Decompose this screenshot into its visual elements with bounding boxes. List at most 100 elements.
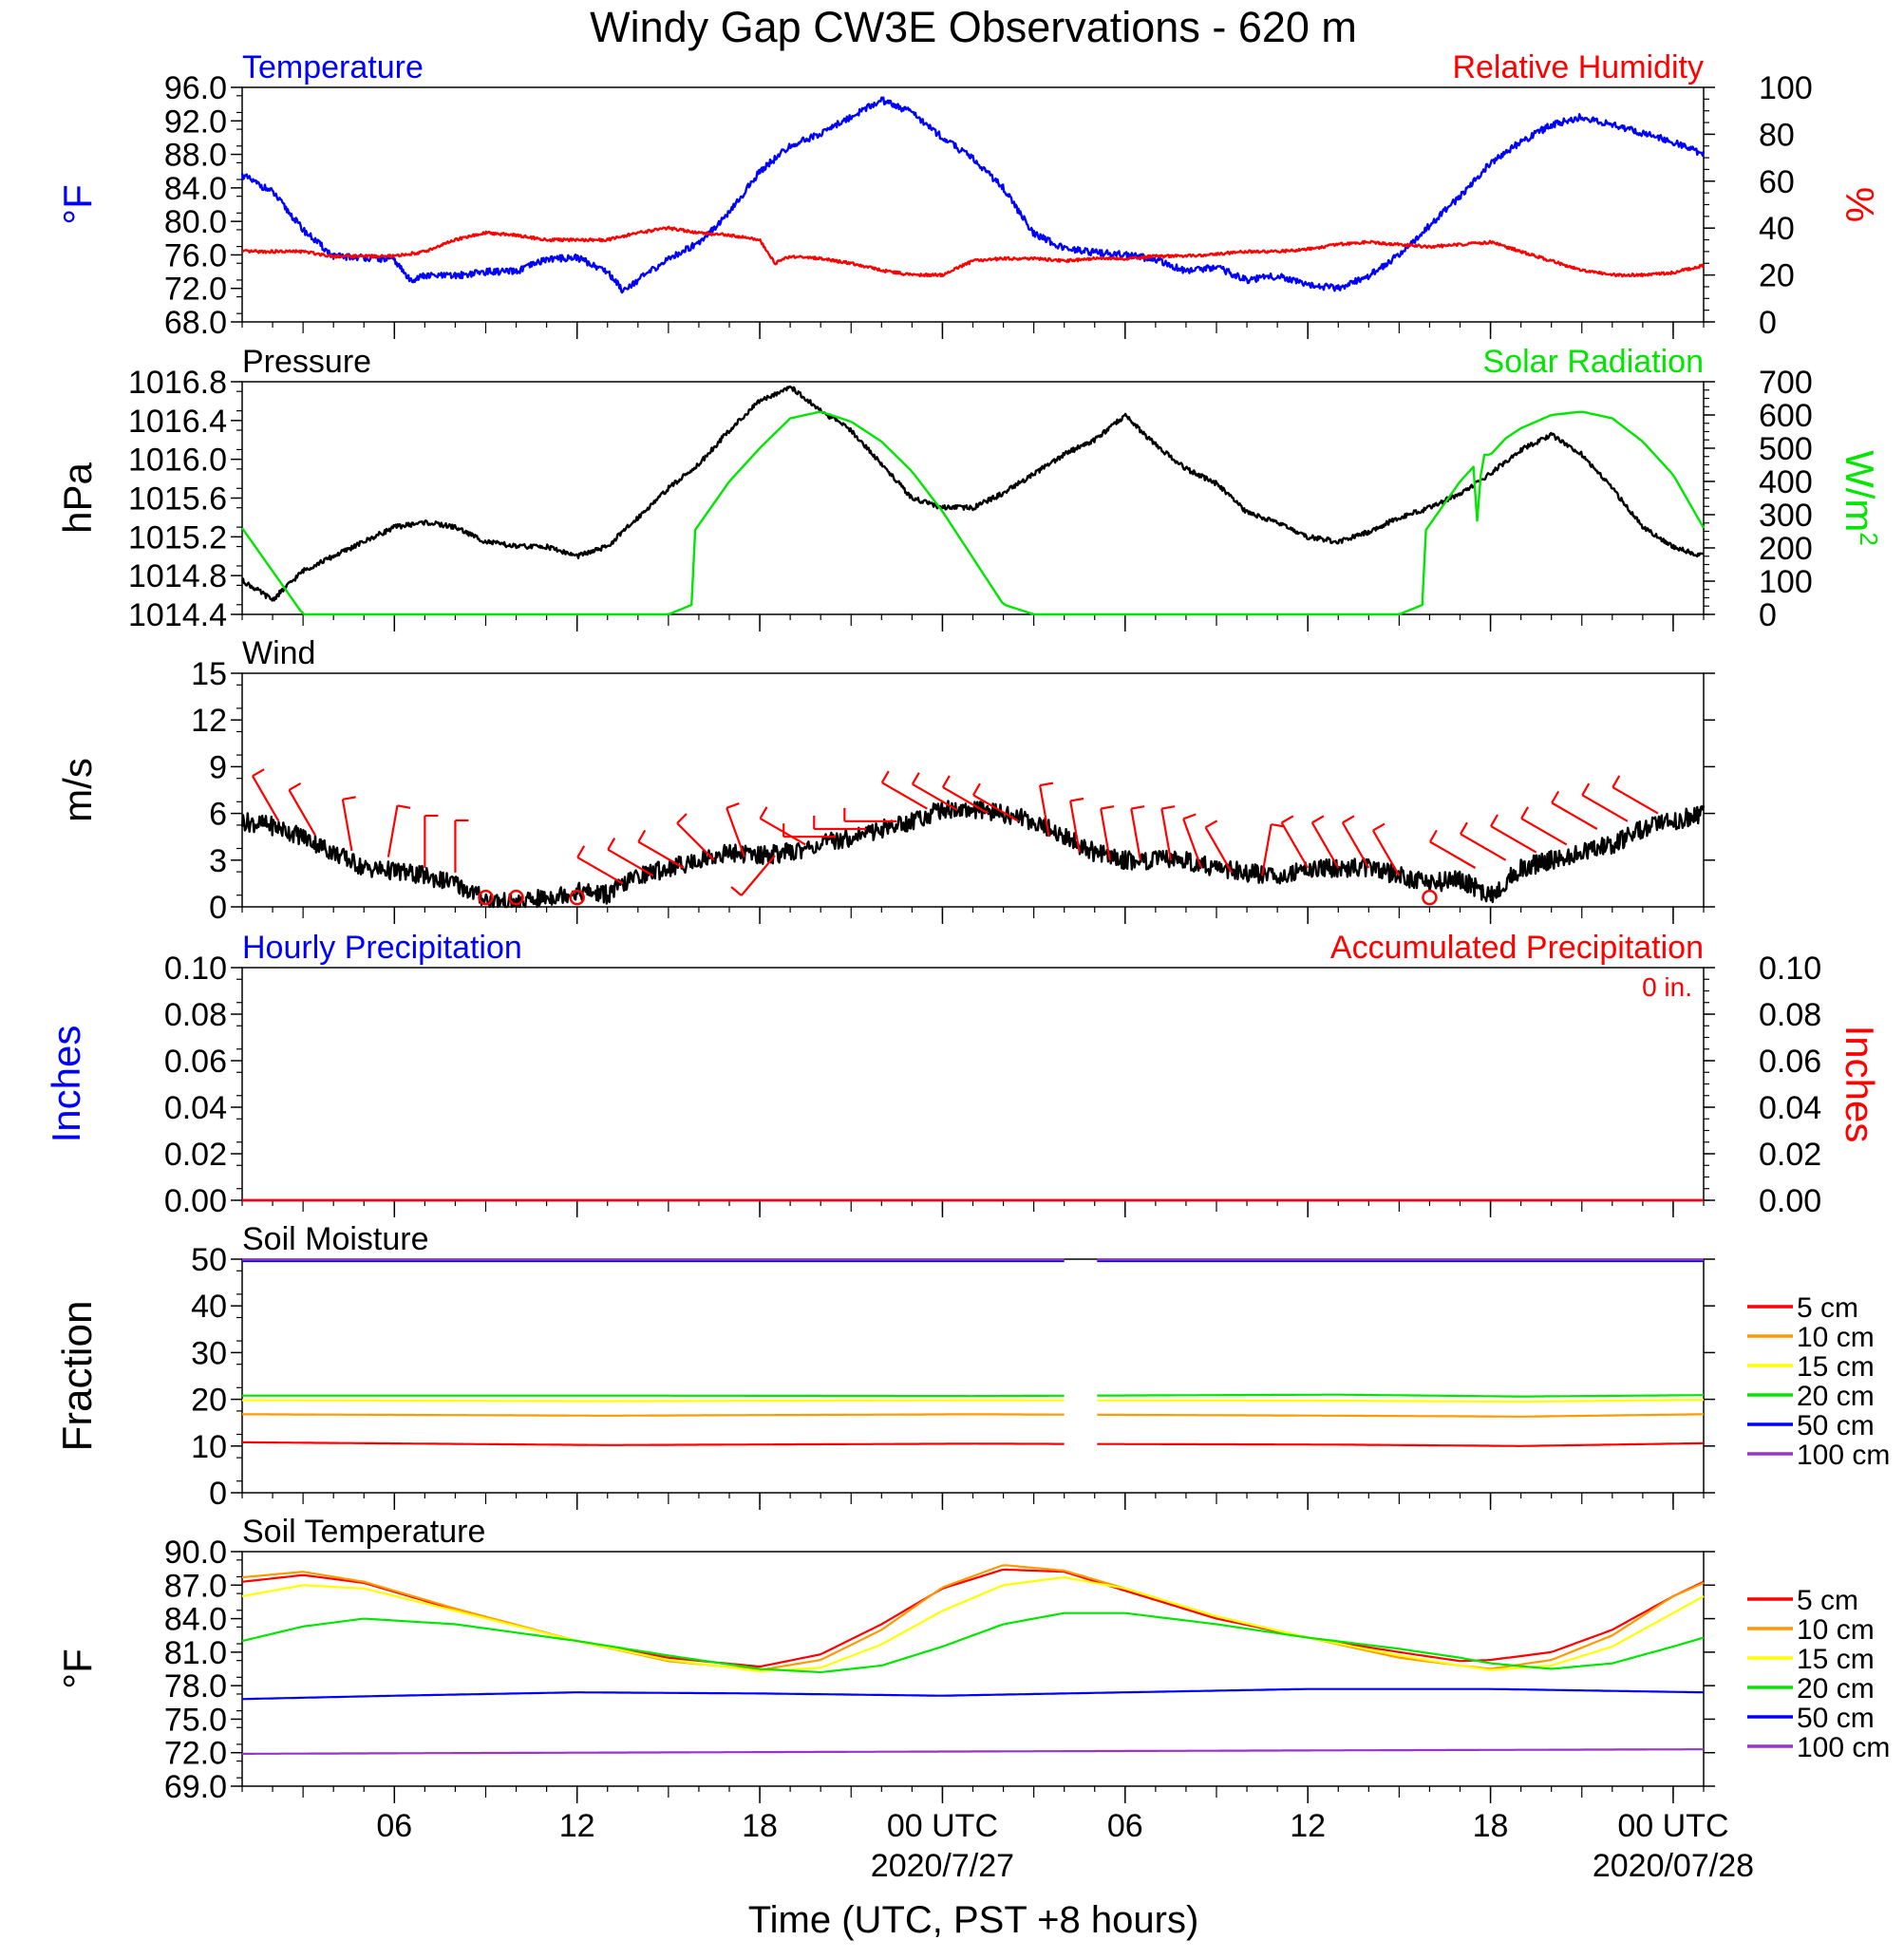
x-axis-label: Time (UTC, PST +8 hours) xyxy=(748,1899,1199,1941)
legend-label: 15 cm xyxy=(1797,1644,1875,1675)
panel-title-right: Accumulated Precipitation xyxy=(1330,930,1704,966)
x-date-label: 2020/07/28 xyxy=(1593,1848,1754,1884)
y-tick-label-right: 100 xyxy=(1759,70,1813,106)
wind-barb-staff xyxy=(252,775,280,822)
wind-barb xyxy=(1612,775,1659,815)
calm-wind-marker xyxy=(1422,889,1438,906)
wind-barb-flag xyxy=(342,796,356,801)
wind-barb-staff xyxy=(1069,801,1081,853)
wind-barb xyxy=(1520,806,1568,846)
wind-barb-staff xyxy=(1100,808,1111,860)
y-tick-label-left: 0.00 xyxy=(164,1183,227,1219)
panel-title-left: Wind xyxy=(242,635,315,671)
panel-title-left: Temperature xyxy=(242,49,424,85)
y-tick-label-left: 1015.2 xyxy=(128,519,227,556)
legend-label: 100 cm xyxy=(1797,1732,1890,1763)
wind-barb xyxy=(386,804,411,857)
series-line-temperature xyxy=(240,96,1706,294)
wind-barb-flag xyxy=(1101,805,1115,810)
y-tick-label-left: 9 xyxy=(209,749,227,785)
wind-barb-staff xyxy=(972,794,1020,822)
panel-title-right: Relative Humidity xyxy=(1452,49,1704,85)
x-tick-label: 18 xyxy=(742,1808,778,1844)
wind-barb-flag xyxy=(1069,797,1084,802)
wind-barb-flag xyxy=(1271,822,1285,828)
wind-barb-staff xyxy=(1341,821,1370,869)
wind-barb-staff xyxy=(341,799,353,852)
x-tick-label: 00 UTC xyxy=(1617,1808,1728,1844)
y-axis-label-right: Inches xyxy=(1838,1026,1882,1143)
wind-barb-staff xyxy=(1204,826,1233,874)
y-tick-label-right: 0.08 xyxy=(1759,997,1821,1033)
y-tick-label-left: 84.0 xyxy=(164,1602,227,1638)
wind-barb xyxy=(1460,821,1507,861)
y-tick-label-right: 40 xyxy=(1759,211,1795,247)
wind-barb-flag xyxy=(576,845,586,858)
panels-group: 68.072.076.080.084.088.092.096.002040608… xyxy=(44,49,1890,1884)
y-tick-label-right: 80 xyxy=(1759,117,1795,153)
y-tick-label-left: 81.0 xyxy=(164,1635,227,1671)
series-line-20-cm xyxy=(242,1393,1704,1398)
wind-barb-flag xyxy=(1520,806,1530,819)
wind-barb-staff xyxy=(1182,818,1203,869)
panel-annotation: 0 in. xyxy=(1642,972,1692,1002)
wind-barb-flag xyxy=(1428,829,1438,843)
wind-barb xyxy=(288,782,316,837)
wind-barb-flag xyxy=(972,782,981,796)
y-tick-label-right: 60 xyxy=(1759,164,1795,200)
wind-barb xyxy=(972,782,1020,822)
wind-barb xyxy=(880,770,928,810)
wind-barb xyxy=(843,807,897,822)
y-tick-label-right: 0.00 xyxy=(1759,1183,1821,1219)
wind-barb-staff xyxy=(1520,817,1568,846)
panel-title-left: Soil Moisture xyxy=(242,1221,429,1257)
wind-barb xyxy=(607,838,654,877)
y-tick-label-left: 3 xyxy=(209,843,227,879)
legend-label: 20 cm xyxy=(1797,1673,1875,1705)
y-tick-label-left: 80.0 xyxy=(164,204,227,240)
wind-barb-staff xyxy=(1160,808,1172,860)
y-axis-label-left: °F xyxy=(55,1648,100,1688)
series-line-relative-humidity xyxy=(241,225,1706,278)
wind-barb xyxy=(454,819,469,873)
panel-temperature: 68.072.076.080.084.088.092.096.0 0 20 40 60 8… xyxy=(55,49,1882,341)
y-tick-label-left: 6 xyxy=(209,797,227,833)
y-tick-label-right: 100 xyxy=(1759,564,1813,600)
series-line-15-cm xyxy=(241,1576,1705,1672)
wind-barb-flag xyxy=(730,886,743,896)
y-axis-label-left: m/s xyxy=(55,758,100,822)
y-tick-label-left: 1016.0 xyxy=(128,443,227,479)
x-tick-label: 18 xyxy=(1473,1808,1509,1844)
y-axis-label-left: °F xyxy=(55,184,100,224)
y-tick-label-left: 68.0 xyxy=(164,305,227,341)
wind-barb-staff xyxy=(637,840,685,869)
y-tick-label-left: 50 xyxy=(191,1242,227,1278)
wind-barb xyxy=(1490,814,1537,854)
y-tick-label-left: 0 xyxy=(209,890,227,926)
y-tick-label-left: 10 xyxy=(191,1429,227,1465)
x-tick-label: 12 xyxy=(559,1808,595,1844)
wind-barb-flag xyxy=(1551,790,1560,804)
x-tick-label: 06 xyxy=(1107,1808,1143,1844)
y-tick-label-right: 0 xyxy=(1759,597,1777,633)
x-tick-labels: 06 12 18 00 UTC 2020/7/27 06 12 18 00 UTC 2020/07… xyxy=(376,1808,1754,1884)
y-tick-label-left: 0.02 xyxy=(164,1137,227,1173)
y-tick-label-left: 75.0 xyxy=(164,1702,227,1738)
y-tick-label-right: 500 xyxy=(1759,431,1813,467)
legend-label: 10 cm xyxy=(1797,1614,1875,1646)
y-axis-label-right: W/m2 xyxy=(1838,450,1883,546)
wind-barb-flag xyxy=(726,802,740,809)
wind-barb-staff xyxy=(1460,833,1507,861)
wind-barb-flag xyxy=(1342,815,1355,824)
y-tick-label-left: 1016.8 xyxy=(128,365,227,401)
wind-barb xyxy=(1039,782,1054,838)
y-tick-label-right: 200 xyxy=(1759,531,1813,567)
wind-barb-staff xyxy=(912,782,959,812)
panel-precipitation: 0.00 0.02 0.04 0.06 0.08 0.10 0.00 0.02 0.04 0.06… xyxy=(44,930,1882,1219)
y-axis-label-left: hPa xyxy=(55,461,100,533)
wind-barb-flag xyxy=(1131,805,1145,810)
